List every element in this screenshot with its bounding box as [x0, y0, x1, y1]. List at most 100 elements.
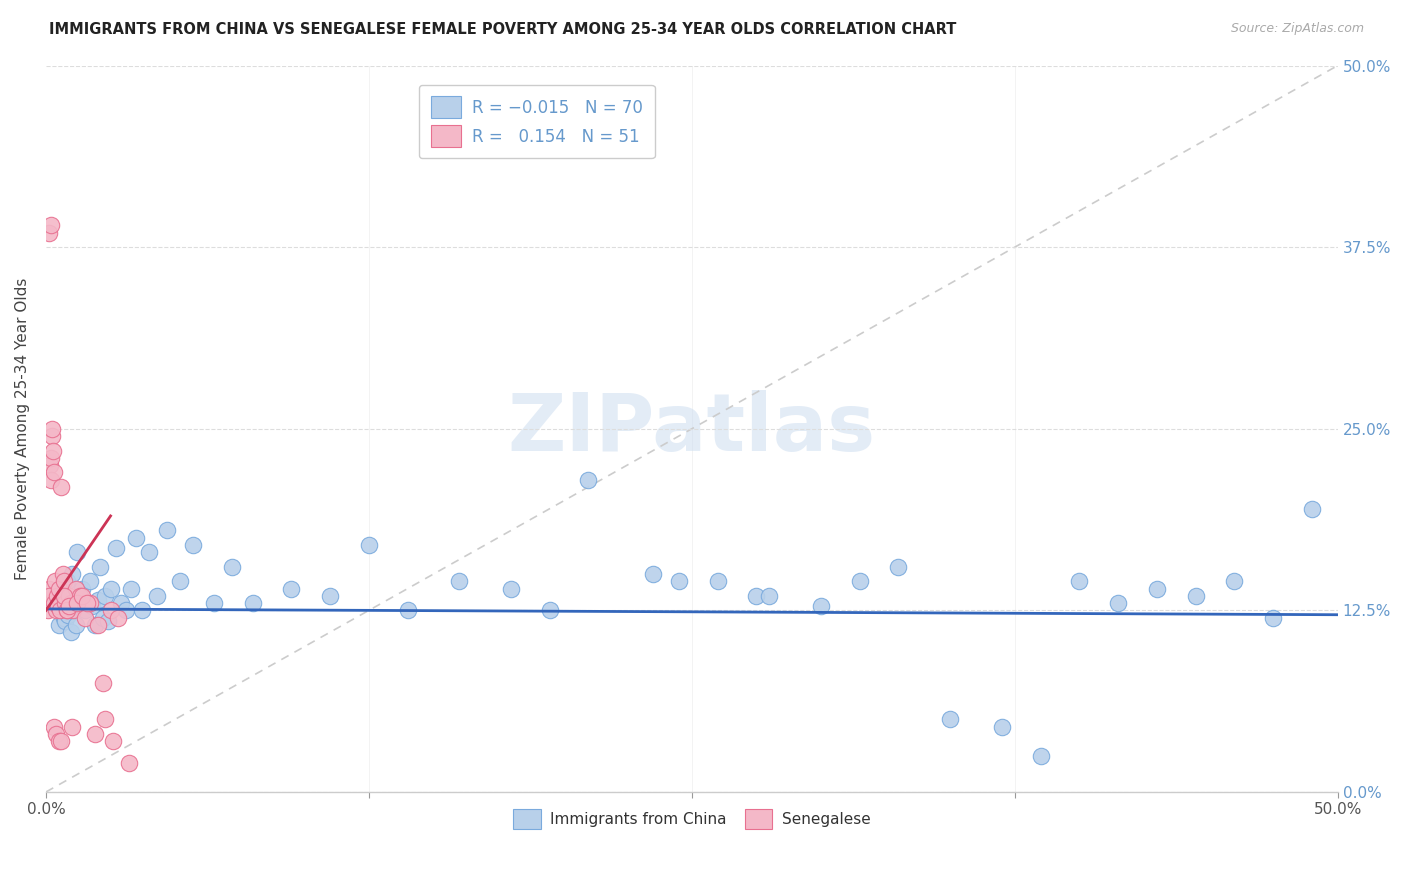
Point: [60, 720, 83, 734]
Point: [44, 574, 66, 589]
Point: [39, 450, 62, 465]
Point: [49, 582, 72, 596]
Point: [62, 603, 84, 617]
Point: [59, 625, 82, 640]
Point: [745, 589, 768, 603]
Point: [51, 480, 73, 494]
Point: [51, 603, 73, 617]
Point: [37, 603, 59, 617]
Point: [221, 559, 243, 574]
Point: [56, 607, 79, 622]
Point: [53, 610, 76, 624]
Point: [73, 603, 96, 617]
Point: [242, 596, 264, 610]
Point: [41, 422, 63, 436]
Point: [86, 593, 108, 607]
Point: [100, 603, 122, 617]
Point: [48, 582, 70, 596]
Point: [66, 596, 89, 610]
Text: Source: ZipAtlas.com: Source: ZipAtlas.com: [1230, 22, 1364, 36]
Point: [86, 618, 108, 632]
Point: [84, 727, 107, 741]
Point: [91, 610, 114, 624]
Point: [1029, 748, 1052, 763]
Point: [46, 589, 69, 603]
Point: [156, 524, 179, 538]
Point: [65, 582, 87, 596]
Point: [758, 589, 780, 603]
Point: [37, 596, 59, 610]
Point: [42, 720, 65, 734]
Point: [73, 610, 96, 624]
Point: [69, 589, 91, 603]
Point: [104, 541, 127, 555]
Point: [1184, 589, 1206, 603]
Point: [39, 219, 62, 233]
Point: [1107, 596, 1129, 610]
Point: [79, 574, 101, 589]
Point: [44, 596, 66, 610]
Point: [59, 596, 82, 610]
Point: [810, 599, 832, 613]
Point: [138, 545, 160, 559]
Point: [578, 473, 600, 487]
Point: [76, 596, 98, 610]
Point: [65, 618, 87, 632]
Point: [58, 589, 80, 603]
Point: [76, 596, 98, 610]
Point: [706, 574, 728, 589]
Point: [55, 574, 77, 589]
Point: [45, 727, 67, 741]
Point: [84, 618, 107, 632]
Point: [1146, 582, 1168, 596]
Point: [848, 574, 870, 589]
Point: [1223, 574, 1246, 589]
Point: [38, 458, 60, 472]
Point: [82, 599, 104, 613]
Point: [125, 531, 148, 545]
Point: [319, 589, 342, 603]
Y-axis label: Female Poverty Among 25-34 Year Olds: Female Poverty Among 25-34 Year Olds: [15, 277, 30, 580]
Point: [110, 596, 132, 610]
Point: [53, 596, 76, 610]
Legend: Immigrants from China, Senegalese: Immigrants from China, Senegalese: [508, 804, 876, 835]
Point: [91, 676, 114, 690]
Point: [53, 589, 76, 603]
Point: [66, 545, 89, 559]
Point: [62, 599, 84, 613]
Point: [396, 603, 419, 617]
Point: [42, 599, 65, 613]
Point: [94, 712, 117, 726]
Point: [70, 582, 93, 596]
Point: [499, 582, 522, 596]
Point: [38, 582, 60, 596]
Point: [58, 599, 80, 613]
Point: [991, 720, 1014, 734]
Point: [79, 596, 101, 610]
Point: [89, 559, 111, 574]
Point: [39, 473, 62, 487]
Point: [46, 599, 69, 613]
Point: [939, 712, 962, 726]
Point: [45, 603, 67, 617]
Point: [887, 559, 910, 574]
Point: [94, 589, 117, 603]
Point: [100, 582, 122, 596]
Point: [202, 596, 225, 610]
Point: [42, 443, 65, 458]
Point: [668, 574, 690, 589]
Text: IMMIGRANTS FROM CHINA VS SENEGALESE FEMALE POVERTY AMONG 25-34 YEAR OLDS CORRELA: IMMIGRANTS FROM CHINA VS SENEGALESE FEMA…: [49, 22, 956, 37]
Point: [53, 614, 76, 628]
Point: [51, 734, 73, 748]
Text: ZIPatlas: ZIPatlas: [508, 390, 876, 467]
Point: [280, 582, 302, 596]
Point: [41, 429, 63, 443]
Point: [101, 734, 124, 748]
Point: [538, 603, 561, 617]
Point: [55, 603, 77, 617]
Point: [63, 596, 86, 610]
Point: [146, 589, 169, 603]
Point: [97, 614, 120, 628]
Point: [49, 603, 72, 617]
Point: [58, 589, 80, 603]
